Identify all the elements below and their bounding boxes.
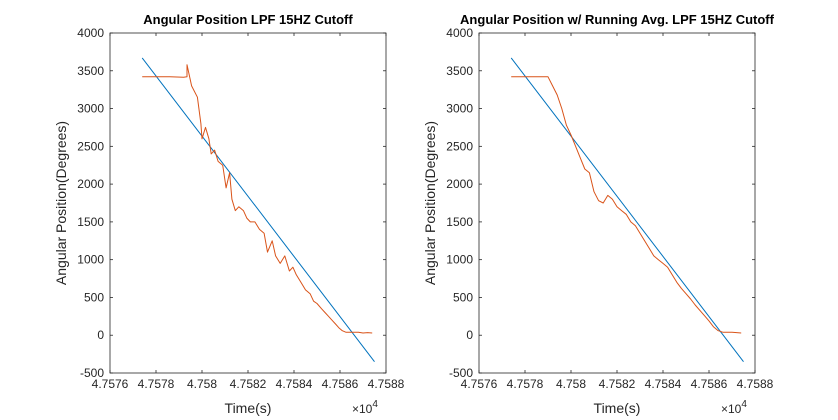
- y-tick-label: 2000: [77, 177, 104, 191]
- y-tick-label: 3000: [77, 102, 104, 116]
- x-axis-multiplier-exponent: 4: [372, 399, 378, 410]
- y-tick-label: -500: [80, 366, 104, 380]
- y-tick-label: 4000: [446, 26, 473, 40]
- x-tick-label: 4.7578: [507, 377, 544, 391]
- x-axis-multiplier: ×104: [721, 399, 747, 416]
- y-tick-label: 3500: [446, 64, 473, 78]
- chart-2: 4.7576 4.7578 4.758 4.7582 4.7584 4.7586 4.758…: [422, 12, 775, 416]
- x-tick-label: 4.758: [556, 377, 586, 391]
- y-tick-label: 2500: [446, 139, 473, 153]
- y-tick-label: 1500: [77, 215, 104, 229]
- x-tick-label: 4.7586: [691, 377, 728, 391]
- x-axis-multiplier: ×104: [352, 399, 378, 416]
- y-axis-label: Angular Position(Degrees): [422, 121, 438, 285]
- y-tick-label: 1500: [446, 215, 473, 229]
- y-tick-label: 1000: [446, 253, 473, 267]
- x-tick-label: 4.758: [187, 377, 217, 391]
- x-tick-label: 4.7584: [276, 377, 313, 391]
- x-tick-label: 4.7588: [737, 377, 774, 391]
- y-tick-label: 500: [84, 290, 104, 304]
- signal-line: [511, 76, 742, 334]
- y-tick-label: 4000: [77, 26, 104, 40]
- x-tick-label: 4.7588: [368, 377, 405, 391]
- fit-line: [141, 57, 375, 363]
- x-axis-label: Time(s): [225, 400, 272, 416]
- signal-line: [142, 64, 373, 334]
- x-tick-label: 4.7576: [92, 377, 129, 391]
- y-tick-label: 3500: [77, 64, 104, 78]
- y-tick-label: -500: [449, 366, 473, 380]
- fit-line: [510, 57, 744, 363]
- y-tick-label: 0: [466, 328, 473, 342]
- x-tick-label: 4.7582: [230, 377, 267, 391]
- x-tick-label: 4.7584: [645, 377, 682, 391]
- x-tick-label: 4.7586: [322, 377, 359, 391]
- chart-1: 4.7576 4.7578 4.758 4.7582 4.7584 4.7586 4.758…: [53, 12, 405, 416]
- y-tick-label: 2500: [77, 139, 104, 153]
- x-tick-label: 4.7578: [138, 377, 175, 391]
- x-axis-multiplier-exponent: 4: [741, 399, 747, 410]
- chart-title: Angular Position LPF 15HZ Cutoff: [143, 12, 353, 27]
- y-tick-label: 500: [453, 290, 473, 304]
- y-tick-label: 2000: [446, 177, 473, 191]
- y-tick-label: 3000: [446, 102, 473, 116]
- y-axis-label: Angular Position(Degrees): [53, 121, 69, 285]
- y-tick-label: 1000: [77, 253, 104, 267]
- y-tick-label: 0: [97, 328, 104, 342]
- x-tick-label: 4.7582: [599, 377, 636, 391]
- chart-title: Angular Position w/ Running Avg. LPF 15H…: [460, 12, 775, 27]
- x-tick-label: 4.7576: [461, 377, 498, 391]
- x-axis-label: Time(s): [594, 400, 641, 416]
